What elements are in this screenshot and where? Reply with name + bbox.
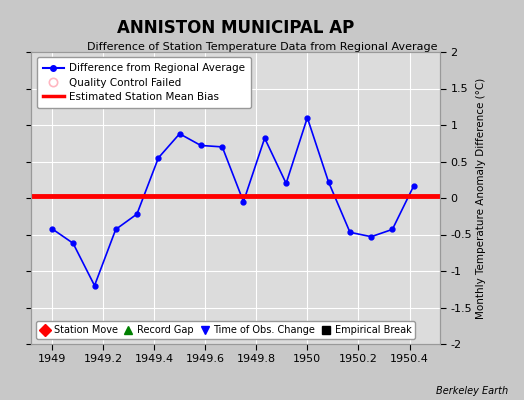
- Text: Berkeley Earth: Berkeley Earth: [436, 386, 508, 396]
- Legend: Station Move, Record Gap, Time of Obs. Change, Empirical Break: Station Move, Record Gap, Time of Obs. C…: [36, 321, 416, 339]
- Title: ANNISTON MUNICIPAL AP: ANNISTON MUNICIPAL AP: [117, 18, 354, 36]
- Text: Difference of Station Temperature Data from Regional Average: Difference of Station Temperature Data f…: [87, 42, 437, 52]
- Y-axis label: Monthly Temperature Anomaly Difference (°C): Monthly Temperature Anomaly Difference (…: [476, 77, 486, 319]
